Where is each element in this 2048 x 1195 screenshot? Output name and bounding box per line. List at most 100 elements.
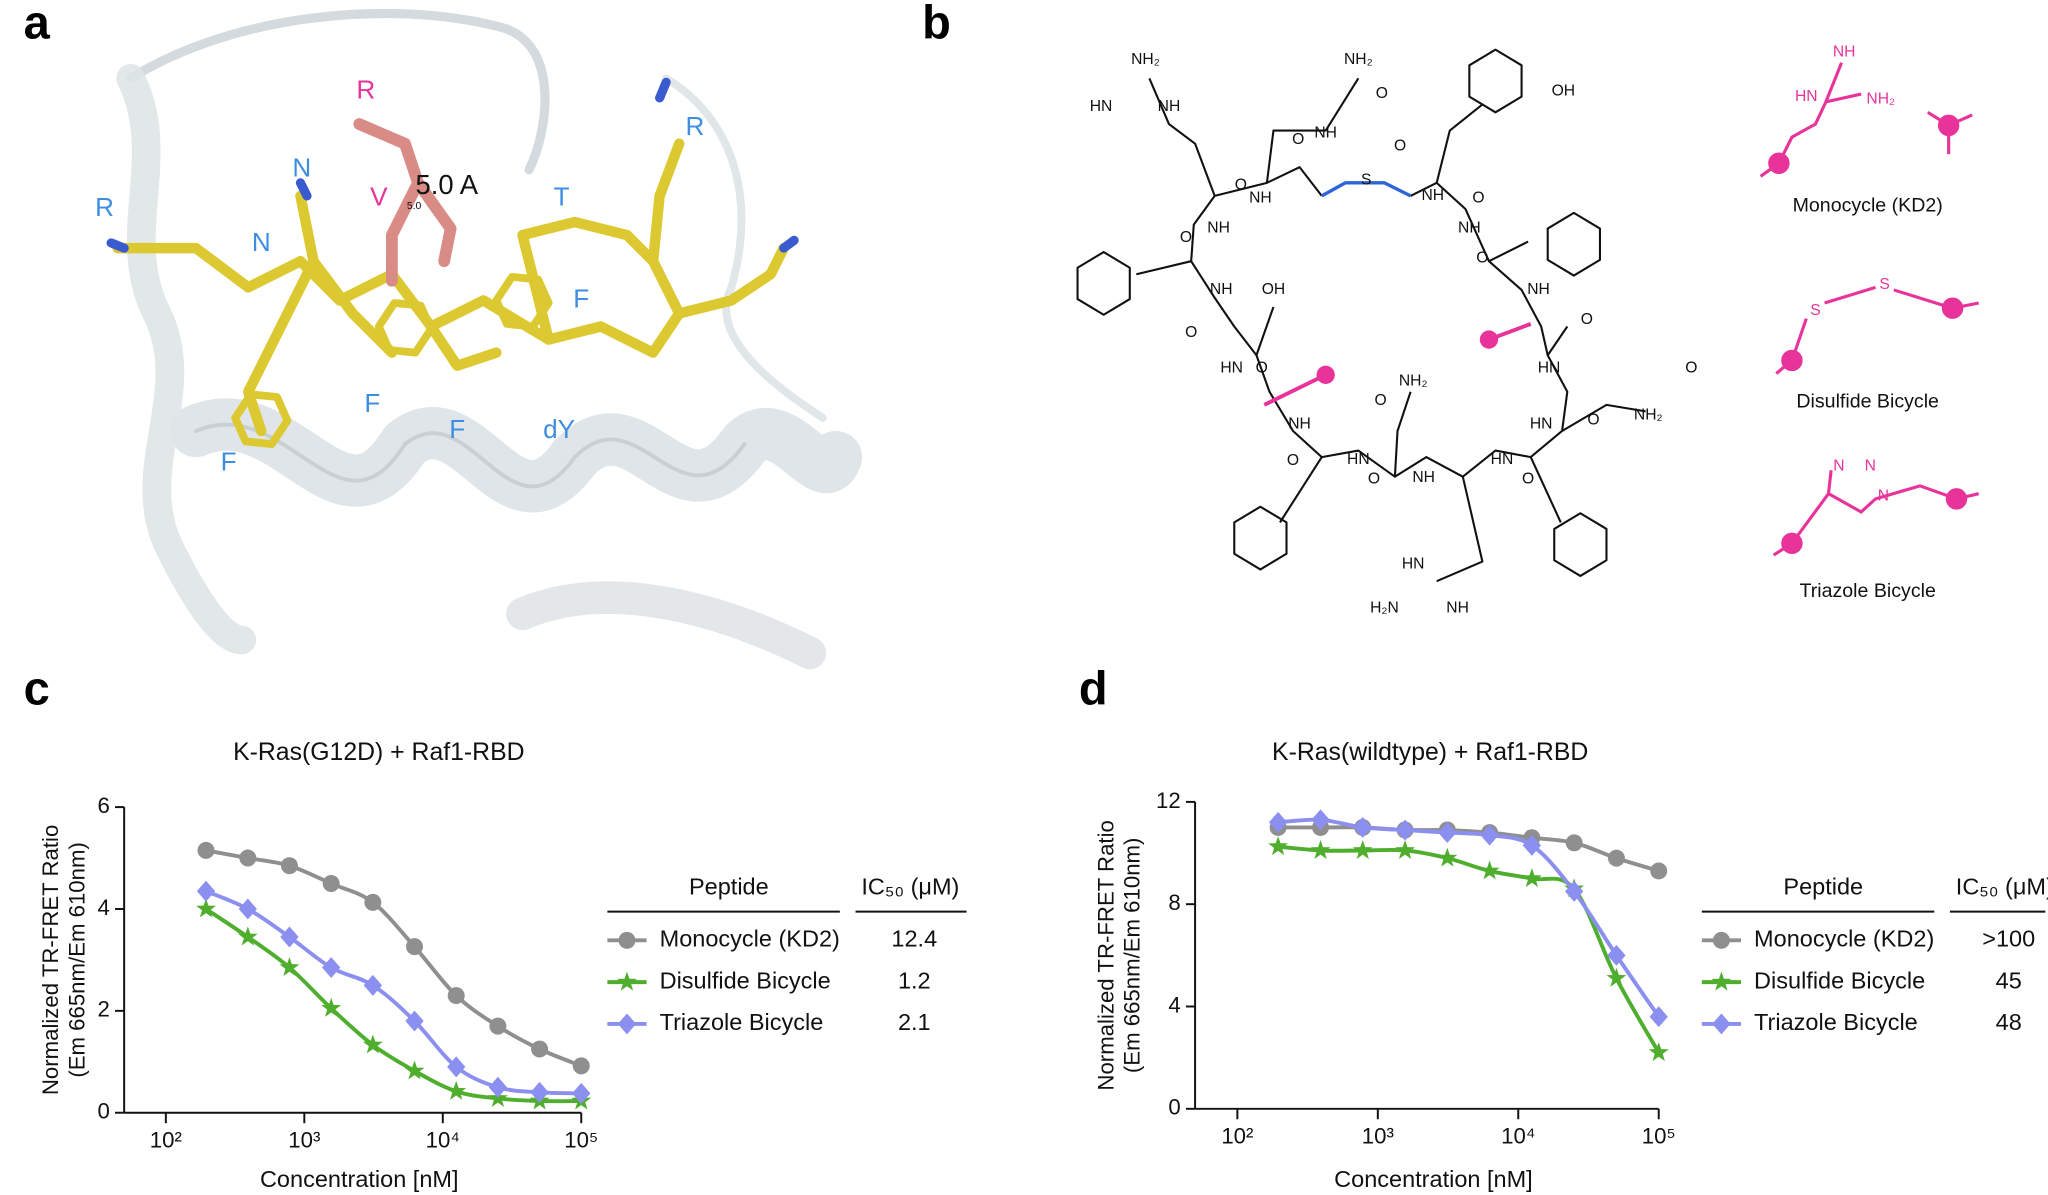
structure-name: Disulfide Bicycle [1796, 390, 1939, 412]
atom-label: O [1256, 359, 1268, 376]
ic50-value: 45 [1996, 967, 2022, 993]
residue-label: N [252, 227, 271, 257]
data-point [406, 938, 424, 956]
residue-label: V [370, 181, 388, 211]
residue-label: F [573, 283, 589, 313]
atom-label: HN [1220, 359, 1243, 376]
atom-label: O [1180, 229, 1192, 246]
fit-line [205, 889, 582, 1096]
atom-label: HN [1530, 416, 1553, 433]
atom-label: HN [1090, 98, 1113, 115]
data-point [1648, 1042, 1669, 1061]
ic50-value: 1.2 [898, 967, 931, 993]
data-point [1607, 849, 1625, 867]
ic50-value: 12.4 [891, 926, 937, 952]
data-point [1565, 880, 1584, 902]
atom-label: O [1476, 250, 1488, 267]
y-tick-label: 8 [1168, 890, 1180, 915]
data-point [321, 997, 342, 1017]
data-point [280, 926, 299, 948]
data-point [1606, 967, 1627, 987]
fit-line [205, 848, 582, 1068]
atom-label: O [1185, 324, 1197, 341]
atom-label: O [1287, 452, 1299, 469]
atom-label: NH [1249, 190, 1272, 207]
atom-label: NH [1288, 416, 1311, 433]
atom-label: NH [1458, 220, 1481, 237]
residue-label: dY [543, 414, 575, 444]
data-point [1310, 840, 1331, 859]
atom-label: O [1685, 359, 1697, 376]
data-point [280, 857, 298, 875]
y-tick-label: 2 [97, 997, 109, 1022]
atom-label: NH₂ [1634, 406, 1663, 423]
data-point [1353, 817, 1372, 838]
ic50-value: 48 [1996, 1009, 2022, 1035]
linker-atom: N [1865, 457, 1876, 474]
data-point [1437, 847, 1458, 867]
table-header: Peptide [1783, 873, 1863, 899]
data-point [239, 849, 257, 867]
residue-label: R [356, 74, 375, 104]
linker-atom: NH₂ [1866, 90, 1895, 107]
linker-atom: N [1878, 487, 1889, 504]
ic50-value: >100 [1982, 926, 2035, 952]
atom-label: NH [1158, 98, 1181, 115]
data-point [362, 1034, 383, 1054]
atom-label: O [1394, 137, 1406, 154]
linker-atom: HN [1795, 88, 1818, 105]
x-tick-label: 10³ [288, 1127, 320, 1152]
legend-label: Disulfide Bicycle [660, 967, 831, 993]
data-point [363, 974, 382, 996]
fit-line [1277, 817, 1661, 1018]
residue-label: F [364, 388, 380, 418]
x-axis-label: Concentration [nM] [1334, 1166, 1533, 1192]
data-point [1607, 944, 1626, 966]
y-tick-label: 4 [97, 895, 109, 920]
linker-atom: NH [1833, 43, 1856, 60]
atom-label: H₂N [1370, 600, 1399, 617]
x-axis-label: Concentration [nM] [260, 1166, 459, 1192]
structure-name: Triazole Bicycle [1800, 580, 1936, 602]
data-point [1521, 868, 1542, 888]
residue-label: 5.0 [407, 201, 422, 212]
atom-label: HN [1538, 359, 1561, 376]
table-header: IC₅₀ (μM) [861, 873, 959, 899]
atom-label: NH [1446, 600, 1469, 617]
residue-label: R [685, 111, 704, 141]
legend-label: Monocycle (KD2) [660, 926, 840, 952]
residue-label: F [221, 447, 237, 477]
chemical-structure [1076, 48, 1646, 583]
atom-label: O [1472, 190, 1484, 207]
atom-label: NH [1314, 124, 1337, 141]
residue-label: 5.0 A [416, 169, 479, 200]
legend-label: Disulfide Bicycle [1754, 967, 1925, 993]
data-point [1479, 860, 1500, 880]
x-tick-label: 10² [150, 1127, 182, 1152]
atom-label: O [1368, 470, 1380, 487]
atom-label: O [1587, 412, 1599, 429]
data-point [447, 987, 465, 1005]
atom-label: O [1235, 177, 1247, 194]
atom-label: O [1292, 131, 1304, 148]
x-tick-label: 10⁴ [1501, 1123, 1535, 1148]
chart-title: K-Ras(wildtype) + Raf1-RBD [1272, 739, 1588, 766]
data-point [1522, 834, 1542, 856]
fit-line [204, 907, 582, 1104]
y-tick-label: 6 [97, 793, 109, 818]
data-point [322, 957, 341, 979]
residue-label: R [95, 192, 114, 222]
data-point [404, 1060, 425, 1080]
residue-label: T [554, 181, 570, 211]
data-point [531, 1040, 549, 1058]
legend-label: Triazole Bicycle [1754, 1009, 1918, 1035]
data-point [1268, 811, 1288, 833]
data-point [446, 1080, 467, 1100]
linker-atom: S [1879, 276, 1889, 293]
fit-line [1278, 825, 1660, 873]
atom-label: NH [1527, 281, 1550, 298]
residue-label: N [292, 153, 311, 183]
panel-label: d [1079, 662, 1108, 715]
data-point [1480, 824, 1499, 846]
x-tick-label: 10⁵ [564, 1127, 598, 1152]
